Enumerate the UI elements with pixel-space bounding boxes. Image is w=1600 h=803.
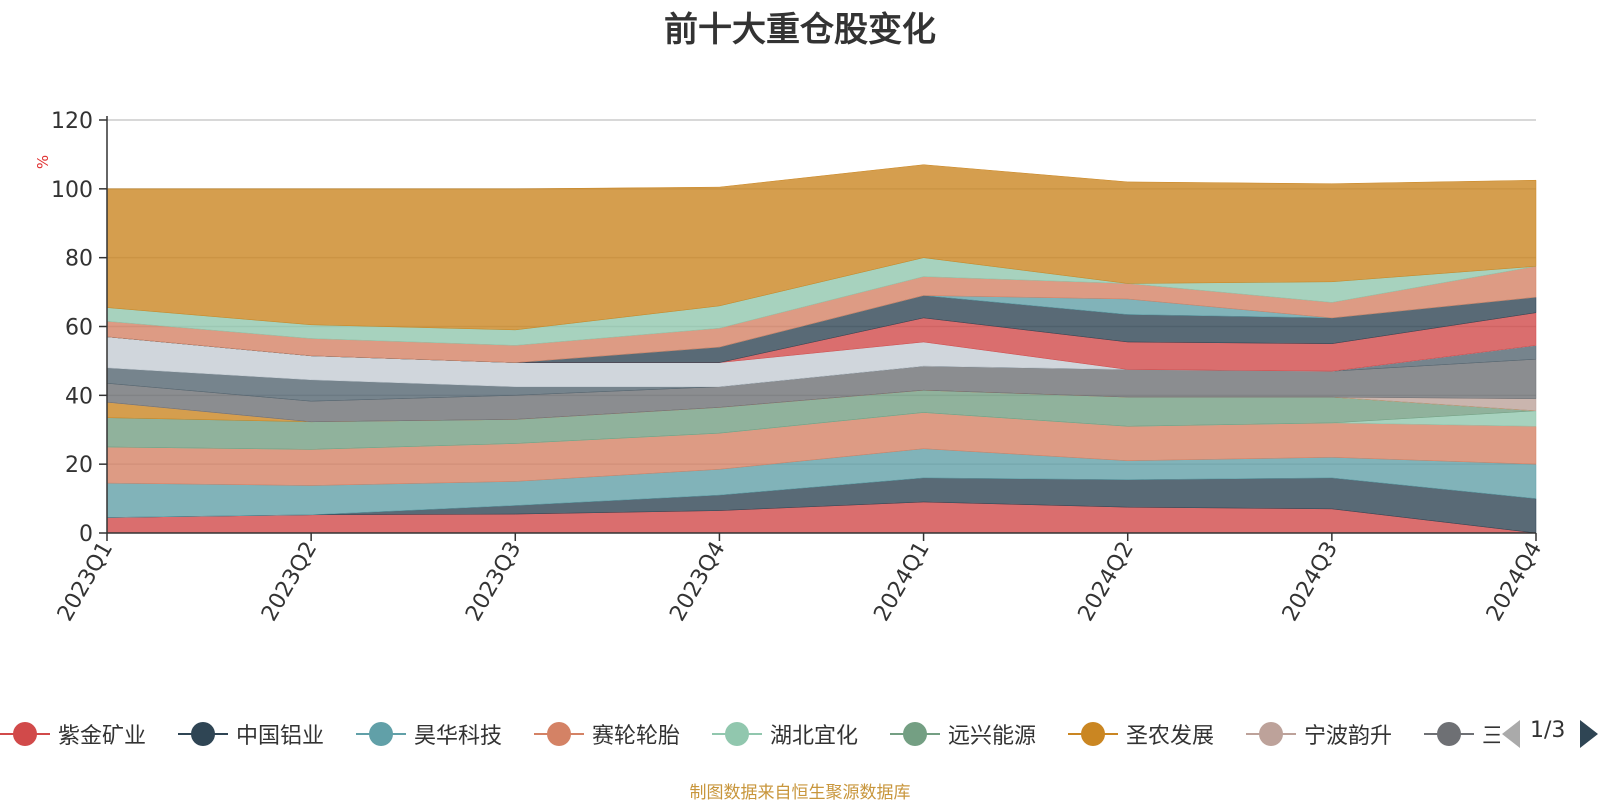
- legend-page-indicator: 1/3: [1530, 718, 1566, 743]
- legend-label: 昊华科技: [414, 724, 503, 749]
- legend-label: 赛轮轮胎: [592, 724, 681, 749]
- legend-item[interactable]: 三: [1424, 712, 1500, 756]
- legend-item[interactable]: 紫金矿业: [0, 712, 146, 756]
- y-axis-label: %: [34, 155, 52, 169]
- legend-next-page-icon[interactable]: [1580, 720, 1598, 748]
- legend-label: 圣农发展: [1126, 724, 1215, 749]
- x-tick-label: 2024Q2: [1074, 538, 1139, 626]
- y-tick-label: 80: [65, 247, 93, 272]
- x-tick-label: 2023Q4: [665, 538, 730, 626]
- y-tick-label: 100: [51, 178, 93, 203]
- x-tick-label: 2023Q3: [461, 538, 526, 626]
- legend-marker-icon: [1068, 722, 1118, 746]
- legend-item[interactable]: 湖北宜化: [712, 712, 858, 756]
- legend-pager: 1/3: [1500, 712, 1600, 756]
- legend-marker-icon: [534, 722, 584, 746]
- legend-item[interactable]: 昊华科技: [356, 712, 502, 756]
- legend-label: 三: [1482, 724, 1500, 749]
- legend-item[interactable]: 宁波韵升: [1246, 712, 1392, 756]
- x-tick-label: 2024Q3: [1278, 538, 1343, 626]
- legend-item[interactable]: 远兴能源: [890, 712, 1036, 756]
- y-tick-label: 20: [65, 453, 93, 478]
- legend-marker-icon: [712, 722, 762, 746]
- legend-label: 宁波韵升: [1304, 724, 1393, 749]
- legend-label: 湖北宜化: [770, 724, 859, 749]
- x-tick-label: 2023Q1: [53, 538, 118, 626]
- y-tick-label: 60: [65, 316, 93, 341]
- legend-item[interactable]: 圣农发展: [1068, 712, 1214, 756]
- chart-title: 前十大重仓股变化: [664, 10, 936, 50]
- legend-marker-icon: [890, 722, 940, 746]
- source-note: 制图数据来自恒生聚源数据库: [689, 783, 911, 803]
- legend: 紫金矿业 中国铝业 昊华科技 赛轮轮胎 湖北宜化 远兴能源 圣农发展 宁波韵升 三: [0, 712, 1500, 756]
- legend-label: 紫金矿业: [58, 724, 147, 749]
- legend-marker-icon: [1424, 722, 1474, 746]
- legend-item[interactable]: 中国铝业: [178, 712, 324, 756]
- area-series-其他持仓I[interactable]: [106, 164, 1537, 331]
- y-tick-label: 0: [79, 522, 93, 547]
- x-tick-label: 2023Q2: [257, 538, 322, 626]
- legend-marker-icon: [0, 722, 50, 746]
- legend-label: 远兴能源: [948, 724, 1037, 749]
- area-series: [106, 164, 1537, 534]
- legend-prev-page-icon[interactable]: [1502, 720, 1520, 748]
- x-tick-label: 2024Q1: [869, 538, 934, 626]
- x-tick-label: 2024Q4: [1482, 538, 1547, 626]
- legend-marker-icon: [178, 722, 228, 746]
- legend-marker-icon: [356, 722, 406, 746]
- legend-item[interactable]: 赛轮轮胎: [534, 712, 680, 756]
- y-tick-label: 120: [51, 109, 93, 134]
- legend-label: 中国铝业: [236, 724, 325, 749]
- legend-marker-icon: [1246, 722, 1296, 746]
- y-tick-label: 40: [65, 384, 93, 409]
